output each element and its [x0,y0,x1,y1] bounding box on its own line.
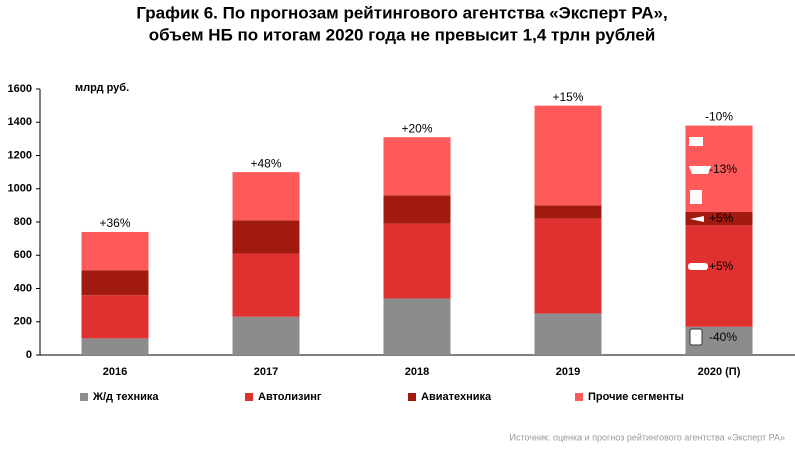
y-tick-label: 0 [26,349,32,361]
icon-label: -40% [709,330,737,344]
bar-segment [81,270,149,296]
legend-label: Авиатехника [421,391,492,403]
x-tick-label: 2017 [254,366,278,378]
icon [690,190,702,204]
y-tick-label: 1400 [8,116,32,128]
legend-swatch [575,393,583,401]
y-tick-label: 1600 [8,83,32,95]
bar-segment [383,137,451,196]
bar-segment [534,105,602,206]
total-label: +20% [401,121,432,135]
legend-swatch [408,393,416,401]
chart-title: объем НБ по итогам 2020 года не превысит… [149,25,656,44]
x-tick-label: 2019 [556,366,580,378]
bar-segment [383,298,451,355]
legend-label: Автолизинг [258,391,322,403]
icon [689,137,703,146]
bar-segment [232,253,300,317]
bar-segment [232,220,300,254]
bar-segment [534,313,602,355]
legend-swatch [245,393,253,401]
source: Источник: оценка и прогноз рейтингового … [510,432,785,442]
bar-segment [81,231,149,271]
bar-segment [81,295,149,339]
bar-segment [383,195,451,224]
y-tick-label: 1200 [8,149,32,161]
legend-swatch [80,393,88,401]
legend-label: Ж/д техника [92,391,159,403]
x-tick-label: 2018 [405,366,429,378]
icon-label: +5% [709,259,734,273]
y-tick-label: 400 [14,282,32,294]
icon [689,166,711,174]
bar-segment [534,218,602,314]
y-tick-label: 200 [14,316,32,328]
total-label: +36% [99,216,130,230]
legend-label: Прочие сегменты [588,391,684,403]
bar-segment [685,212,753,226]
x-tick-label: 2016 [103,366,127,378]
chart-title: График 6. По прогнозам рейтингового аген… [136,3,667,22]
total-label: +15% [552,90,583,104]
bar-segment [232,316,300,355]
y-tick-label: 1000 [8,183,32,195]
icon [688,263,708,270]
total-label: -10% [705,110,733,124]
total-label: +48% [250,156,281,170]
icon-label: -13% [709,162,737,176]
bar-segment [534,205,602,219]
y-tick-label: 800 [14,216,32,228]
y-unit: млрд руб. [75,82,129,94]
icon-label: +5% [709,211,734,225]
bar-segment [232,172,300,221]
y-tick-label: 600 [14,249,32,261]
bar-segment [81,338,149,355]
bar-segment [685,225,753,327]
bar-segment [383,223,451,299]
icon [689,328,703,346]
x-tick-label: 2020 (П) [698,366,741,378]
icon [690,216,704,222]
